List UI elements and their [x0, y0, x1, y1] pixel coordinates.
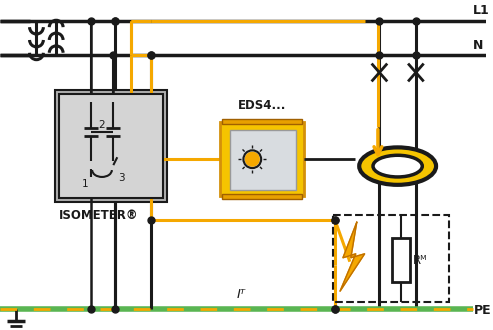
Ellipse shape [373, 155, 423, 177]
Text: PE: PE [474, 305, 492, 317]
Bar [220, 122, 304, 196]
Text: Rᴹ: Rᴹ [413, 254, 427, 267]
Circle shape [246, 152, 259, 166]
Bar [222, 194, 302, 199]
Bar [222, 119, 302, 124]
Polygon shape [340, 222, 365, 291]
Bar [230, 130, 296, 190]
Bar [392, 238, 410, 282]
Bar [333, 215, 450, 302]
Ellipse shape [359, 148, 436, 185]
Text: ISOMETER®: ISOMETER® [59, 210, 139, 222]
Bar [59, 94, 163, 198]
Text: N: N [473, 39, 484, 52]
Text: 2: 2 [99, 120, 106, 130]
Text: 3: 3 [118, 173, 125, 183]
Bar [55, 90, 167, 202]
Text: EDS4...: EDS4... [238, 99, 286, 112]
Text: Iᵀ: Iᵀ [237, 288, 246, 301]
Text: L1: L1 [473, 4, 490, 17]
Text: 1: 1 [81, 179, 88, 189]
